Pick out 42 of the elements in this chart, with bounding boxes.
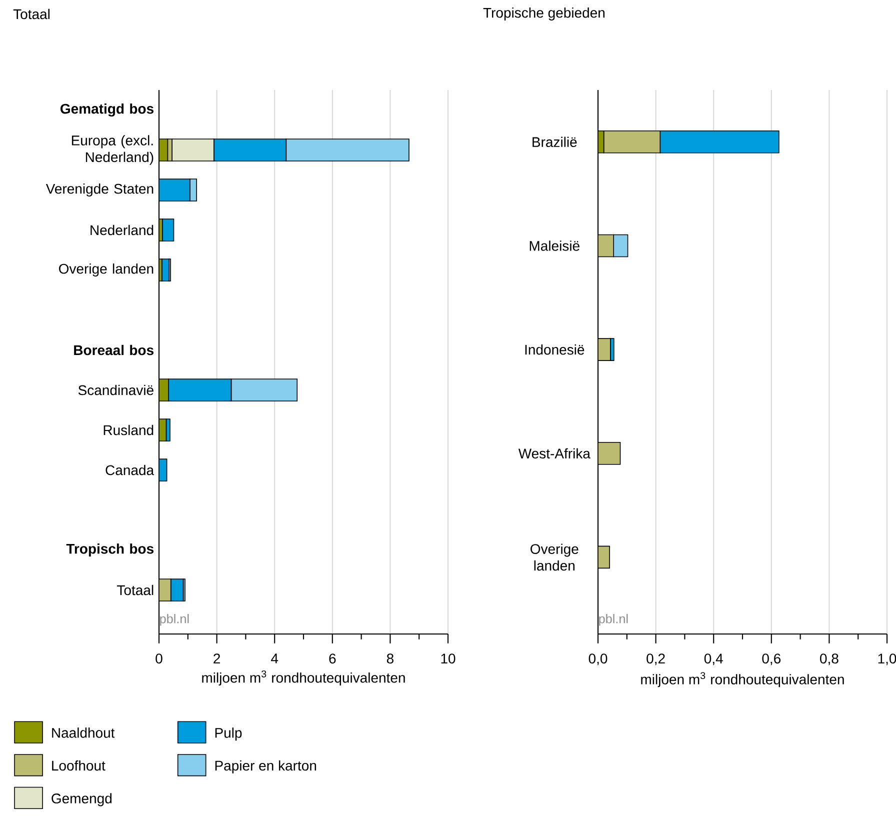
x-tick-label: 0,6: [762, 654, 781, 666]
y-tick-label: Boreaal bos: [74, 344, 154, 356]
x-tick-label: 0,8: [820, 654, 838, 666]
y-tick-label: Overige landen: [530, 544, 578, 571]
y-tick-label: Overige landen: [59, 263, 154, 277]
y-tick-label: Verenigde Staten: [46, 183, 154, 197]
y-tick-label: Nederland: [90, 224, 154, 236]
y-tick-label: Canada: [106, 464, 154, 476]
legend-label: Gemengd: [52, 793, 112, 806]
y-tick-label: Tropisch bos: [66, 543, 154, 557]
bar: [159, 178, 190, 202]
x-tick-label: 0,0: [588, 654, 608, 666]
legend-label: Loofhout: [52, 760, 106, 771]
x-tick-label: 6: [329, 654, 336, 664]
x-tick-label: 1,0: [878, 654, 896, 666]
x-tick-label: 4: [271, 654, 278, 664]
y-tick-label: Gematigd bos: [60, 103, 154, 117]
y-tick-label: Scandinavië: [78, 384, 154, 396]
y-tick-label: Rusland: [104, 424, 154, 436]
bar: [214, 138, 287, 162]
bar: [168, 378, 232, 402]
x-tick-label: 8: [386, 654, 394, 664]
y-tick-label: Indonesië: [525, 344, 584, 355]
x-tick-label: 0,2: [646, 654, 665, 666]
chart-title: Tropische gebieden: [483, 7, 605, 21]
annotation: pbl.nl: [160, 614, 189, 626]
x-tick-label: 0: [156, 654, 162, 664]
y-tick-label: Brazilië: [532, 136, 577, 148]
x-tick-label: 0,4: [704, 654, 723, 666]
y-tick-label: West-Afrika: [518, 448, 590, 459]
legend-label: Papier en karton: [215, 760, 316, 774]
y-tick-label: Europa (excl. Nederland): [72, 135, 154, 165]
legend-label: Pulp: [215, 728, 242, 741]
y-tick-label: Maleisië: [530, 240, 580, 251]
x-axis-title: miljoen m$^{3}$ rondhoutequivalenten: [202, 670, 405, 686]
x-tick-label: 2: [214, 654, 220, 664]
x-tick-label: 10: [441, 654, 456, 664]
text: Totaal: [13, 8, 50, 20]
annotation: pbl.nl: [599, 614, 628, 626]
y-tick-label: Totaal: [117, 584, 154, 596]
legend-label: Naaldhout: [52, 728, 115, 738]
x-axis-title: miljoen m$^{3}$ rondhoutequivalenten: [641, 672, 844, 688]
